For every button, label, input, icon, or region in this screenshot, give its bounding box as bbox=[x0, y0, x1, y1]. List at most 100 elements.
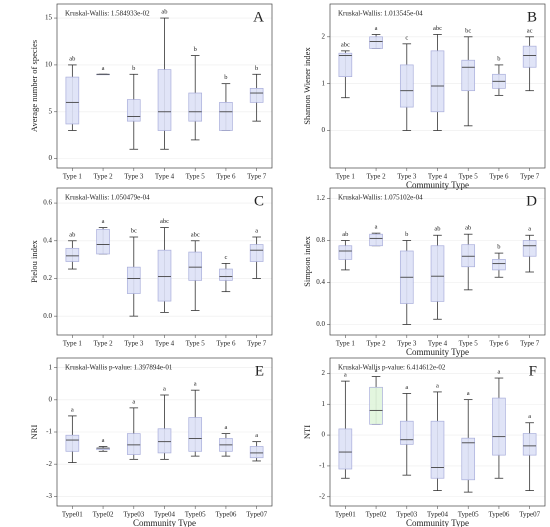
group-letter: b bbox=[497, 244, 500, 251]
group-letter: a bbox=[528, 413, 531, 420]
y-tick-label: 0 bbox=[322, 126, 326, 134]
x-tick-label: Type 3 bbox=[397, 340, 417, 348]
x-tick-label: Type02 bbox=[366, 511, 387, 519]
group-letter: a bbox=[132, 398, 135, 405]
panel-letter: A bbox=[253, 9, 264, 25]
y-tick-label: -1 bbox=[46, 428, 52, 436]
box bbox=[338, 52, 353, 77]
y-axis-label: Average number of species bbox=[29, 40, 39, 132]
group-letter: a bbox=[102, 65, 105, 72]
group-letter: b bbox=[132, 65, 135, 72]
y-tick-label: -2 bbox=[46, 460, 52, 468]
group-letter: a bbox=[255, 432, 258, 439]
y-tick-label: 2 bbox=[322, 369, 326, 377]
group-letter: ab bbox=[465, 225, 471, 232]
y-tick-label: 0.0 bbox=[43, 312, 52, 320]
x-tick-label: Type 5 bbox=[459, 340, 479, 348]
group-letter: a bbox=[102, 218, 105, 225]
group-letter: c bbox=[224, 254, 227, 261]
x-tick-label: Type 4 bbox=[428, 173, 448, 181]
box bbox=[219, 268, 233, 281]
box bbox=[430, 245, 445, 302]
box bbox=[492, 259, 506, 271]
group-letter: a bbox=[375, 224, 378, 231]
box bbox=[522, 433, 537, 456]
group-letter: a bbox=[436, 382, 439, 389]
y-axis-label: Simpson index bbox=[302, 235, 312, 287]
y-tick-label: 0 bbox=[49, 154, 53, 162]
y-tick-label: 1.2 bbox=[316, 194, 325, 202]
box bbox=[430, 420, 445, 479]
box bbox=[65, 76, 80, 125]
y-axis-label: Pielou index bbox=[29, 239, 39, 282]
box bbox=[96, 229, 110, 255]
x-tick-label: Type 6 bbox=[216, 173, 236, 181]
group-letter: ab bbox=[69, 55, 75, 62]
group-letter: a bbox=[405, 384, 408, 391]
group-letter: a bbox=[194, 381, 197, 388]
x-tick-label: Type 7 bbox=[520, 340, 540, 348]
box bbox=[430, 50, 445, 113]
box bbox=[249, 244, 264, 262]
x-tick-label: Type04 bbox=[427, 511, 448, 519]
box bbox=[157, 428, 172, 454]
x-tick-label: Type 1 bbox=[336, 340, 356, 348]
panel-letter: D bbox=[526, 193, 537, 209]
group-letter: b bbox=[497, 55, 500, 62]
annotation: Kruskal-Wallis: 1.050479e-04 bbox=[65, 194, 150, 202]
x-tick-label: Type 2 bbox=[366, 340, 386, 348]
box bbox=[461, 437, 476, 481]
group-letter: a bbox=[344, 372, 347, 379]
panel-letter: F bbox=[529, 363, 537, 379]
group-letter: b bbox=[224, 74, 227, 81]
annotation: Kruskal-Wallis: 1.584933e-02 bbox=[65, 10, 150, 18]
group-letter: b bbox=[194, 46, 197, 53]
y-axis-label: NRI bbox=[29, 425, 39, 440]
box bbox=[399, 420, 414, 445]
group-letter: ab bbox=[69, 231, 75, 238]
x-tick-label: Type04 bbox=[154, 511, 175, 519]
x-tick-label: Type 7 bbox=[247, 173, 267, 181]
box bbox=[126, 266, 141, 294]
y-axis-label: NTI bbox=[302, 425, 312, 439]
box bbox=[157, 69, 172, 131]
box bbox=[399, 64, 414, 108]
x-tick-label: Type 5 bbox=[186, 173, 206, 181]
y-tick-label: 0.4 bbox=[316, 278, 325, 286]
x-tick-label: Type 5 bbox=[186, 340, 206, 348]
box bbox=[369, 36, 383, 49]
group-letter: b bbox=[405, 231, 408, 238]
x-tick-label: Type 2 bbox=[93, 173, 113, 181]
x-tick-label: Type02 bbox=[93, 511, 114, 519]
group-letter: b bbox=[255, 65, 258, 72]
box bbox=[188, 92, 203, 122]
box bbox=[126, 99, 141, 122]
y-tick-label: 0.8 bbox=[316, 236, 325, 244]
x-tick-label: Type07 bbox=[246, 511, 267, 519]
x-axis-label: Community Type bbox=[406, 180, 469, 190]
group-letter: abc bbox=[191, 231, 200, 238]
x-tick-label: Type 1 bbox=[63, 340, 83, 348]
y-tick-label: 2 bbox=[322, 32, 326, 40]
y-tick-label: 0 bbox=[322, 431, 326, 439]
x-tick-label: Type06 bbox=[488, 511, 509, 519]
group-letter: ac bbox=[527, 27, 533, 34]
x-tick-label: Type 7 bbox=[247, 340, 267, 348]
y-axis-label: Shannon Wiener index bbox=[302, 47, 312, 125]
x-tick-label: Type06 bbox=[215, 511, 236, 519]
box bbox=[369, 386, 383, 425]
box bbox=[188, 251, 203, 281]
x-tick-label: Type 6 bbox=[489, 173, 509, 181]
annotation: Kruskal-Wallis p-value: 6.414612e-02 bbox=[338, 364, 446, 372]
panel-letter: E bbox=[255, 363, 264, 379]
group-letter: a bbox=[71, 406, 74, 413]
box bbox=[126, 433, 141, 455]
y-tick-label: 0.0 bbox=[316, 320, 325, 328]
group-letter: ab bbox=[434, 226, 440, 233]
x-tick-label: Type 4 bbox=[155, 173, 175, 181]
annotation: Kruskal-Wallis: 1.075102e-04 bbox=[338, 194, 423, 202]
x-tick-label: Type 2 bbox=[366, 173, 386, 181]
x-axis-label: Community Type bbox=[406, 347, 469, 357]
x-tick-label: Type 7 bbox=[520, 173, 540, 181]
